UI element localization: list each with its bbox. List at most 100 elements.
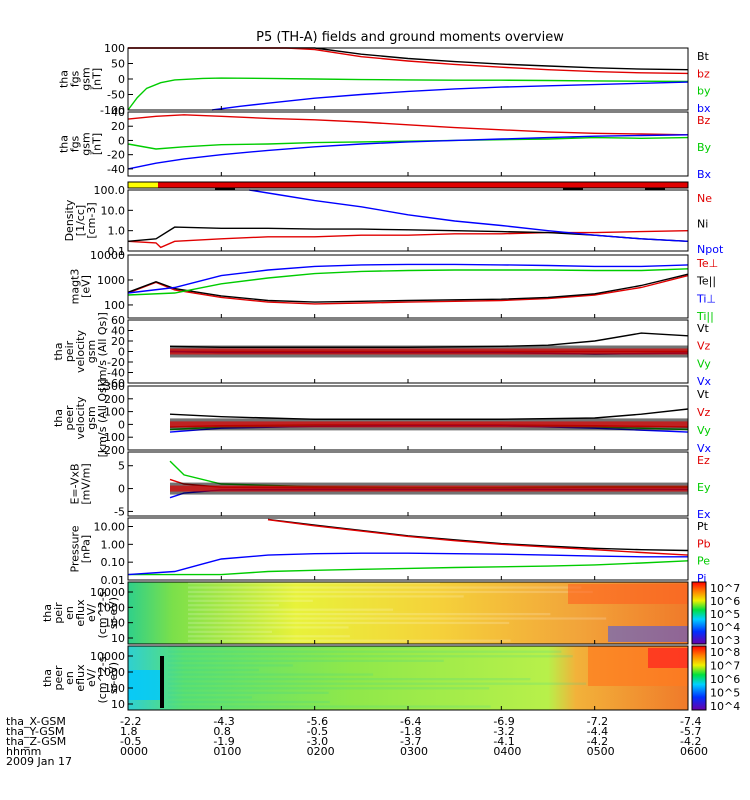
footer-value: 0400 xyxy=(493,745,521,758)
footer-value: 0600 xyxy=(680,745,708,758)
y-axis-label: [1/cc] xyxy=(74,205,87,236)
y-tick-label: 100 xyxy=(104,406,125,419)
spectrogram-band xyxy=(188,599,313,602)
status-bar-marker xyxy=(645,188,665,190)
y-tick-label: 1.00 xyxy=(101,538,126,551)
series-Pi-line xyxy=(127,552,688,576)
y-tick-label: -200 xyxy=(100,444,125,457)
y-tick-label: 0 xyxy=(118,134,125,147)
y-tick-label: 60 xyxy=(111,314,125,327)
y-axis-label: eflux xyxy=(74,599,87,627)
spectrogram-band xyxy=(168,678,531,681)
legend-entry: Ez xyxy=(697,454,710,467)
footer-value: -7.4 xyxy=(680,715,701,728)
y-tick-label: -20 xyxy=(107,356,125,369)
spectrogram-band xyxy=(168,655,573,658)
y-axis-label: velocity xyxy=(74,396,87,439)
y-tick-label: 200 xyxy=(104,393,125,406)
y-tick-label: 1.0 xyxy=(108,225,126,238)
spectrogram-patch xyxy=(568,584,688,604)
y-axis-label: gsm xyxy=(80,67,93,90)
legend-entry: Bx xyxy=(697,168,712,181)
y-axis-label: peer xyxy=(63,405,76,431)
y-axis-label: tha xyxy=(52,342,65,360)
legend-entry: Vx xyxy=(697,375,712,388)
spectrogram-band xyxy=(188,608,394,611)
legend-entry: Vy xyxy=(697,424,711,437)
colorbar-label: 10^7 xyxy=(710,582,740,595)
legend-entry: Vz xyxy=(697,340,711,353)
y-tick-label: 10.0 xyxy=(101,204,126,217)
footer-value: -5.6 xyxy=(307,715,328,728)
y-axis-label: tha xyxy=(58,70,71,88)
y-tick-label: -60 xyxy=(107,377,125,390)
series-Npot-line xyxy=(249,189,689,242)
status-bar-red xyxy=(158,182,688,188)
y-tick-label: 10.00 xyxy=(94,521,126,534)
colorbar-label: 10^5 xyxy=(710,608,740,621)
spectrogram-band xyxy=(188,617,607,620)
colorbar-label: 10^6 xyxy=(710,673,740,686)
series-Pt-line xyxy=(267,518,689,552)
legend-entry: bx xyxy=(697,102,711,115)
colorbar-label: 10^7 xyxy=(710,660,740,673)
series-Ne-line xyxy=(127,230,689,249)
legend-entry: Pb xyxy=(697,537,711,550)
spectrogram-band xyxy=(188,626,349,629)
panel-9: 10^710^610^510^410^3 10000 1000 100 10 thapei… xyxy=(41,581,740,647)
y-axis-label: fgs xyxy=(69,70,82,87)
footer-value: -0.5 xyxy=(307,725,328,738)
status-bar-marker xyxy=(215,188,235,190)
y-axis-label: [nT] xyxy=(91,133,104,155)
y-axis-label: peir xyxy=(52,602,65,624)
y-tick-label: 0 xyxy=(118,483,125,496)
legend-entry: Te⊥ xyxy=(696,257,718,270)
y-axis-label: tha xyxy=(41,669,54,687)
y-tick-label: 100 xyxy=(104,617,125,630)
spectrogram-band xyxy=(188,621,510,625)
spectrogram-band xyxy=(168,691,329,694)
legend-entry: Ti⊥ xyxy=(696,292,716,305)
colorbar-label: 10^5 xyxy=(710,687,740,700)
y-axis-label: E=-VxB xyxy=(69,463,82,504)
spectrogram-gap xyxy=(160,656,164,708)
y-tick-label: 1000 xyxy=(97,601,125,614)
series-Bx-line xyxy=(127,134,689,170)
legend-entry: Pe xyxy=(697,555,710,568)
y-axis-label: (cm^2-s- xyxy=(96,653,109,704)
panel-frame xyxy=(127,385,689,451)
footer-row-name: tha_Y-GSM xyxy=(6,725,64,738)
footer-value: -4.3 xyxy=(213,715,234,728)
footer-value: -2.2 xyxy=(120,715,141,728)
footer-row-name: tha_X-GSM xyxy=(6,715,66,728)
legend-entry: Npot xyxy=(697,243,724,256)
spectrogram-band xyxy=(168,696,253,699)
y-axis-label: sr-eV) xyxy=(107,597,120,629)
series-by-line xyxy=(127,77,689,111)
legend-entry: Pi xyxy=(697,572,706,585)
spectrogram-patch xyxy=(128,670,164,700)
panel-10: 10^810^710^610^510^4 10000 1000 100 10 thapee… xyxy=(41,645,740,713)
footer-value: -5.7 xyxy=(680,725,701,738)
status-bar-frame xyxy=(127,181,689,189)
series-Vt-line xyxy=(169,408,689,420)
legend-entry: Bt xyxy=(697,50,710,63)
y-axis-label: sr-eV) xyxy=(107,662,120,694)
footer-value: 0.8 xyxy=(213,725,231,738)
y-tick-label: 10000 xyxy=(90,249,125,262)
spectrogram-band xyxy=(168,646,420,649)
footer-value: -4.1 xyxy=(493,735,514,748)
series-Ti-line xyxy=(127,263,689,294)
y-tick-label: -40 xyxy=(107,163,125,176)
colorbar xyxy=(691,645,707,711)
y-axis-label: peer xyxy=(52,665,65,691)
noise-band xyxy=(170,485,688,492)
spectrogram-band xyxy=(168,687,490,690)
status-bar-yellow xyxy=(128,182,158,188)
spectrogram-patch xyxy=(648,648,688,668)
y-tick-label: 100 xyxy=(104,42,125,55)
colorbar xyxy=(691,581,707,645)
